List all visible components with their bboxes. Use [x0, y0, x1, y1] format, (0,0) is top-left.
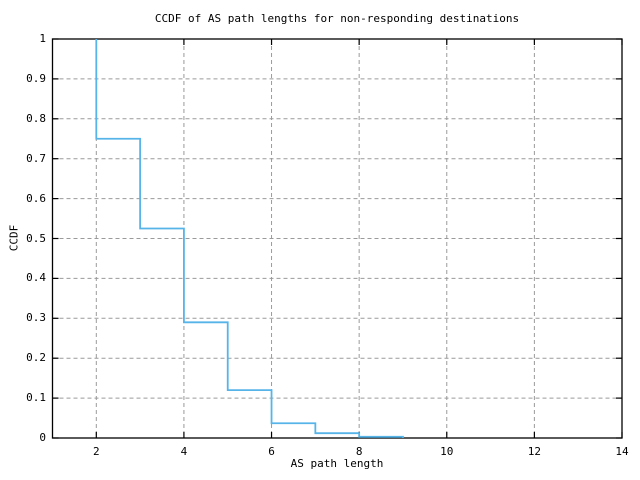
y-tick-label: 0.7 — [26, 151, 46, 165]
y-tick-label: 0.2 — [26, 351, 46, 365]
x-tick-label: 4 — [180, 445, 188, 458]
x-tick-label: 8 — [355, 445, 363, 458]
y-tick-label: 0.8 — [26, 111, 46, 125]
x-tick-label: 12 — [527, 445, 541, 458]
chart-title: CCDF of AS path lengths for non-respondi… — [154, 12, 520, 25]
y-tick-label: 0.1 — [26, 391, 46, 405]
x-tick-label: 10 — [440, 445, 454, 458]
x-tick-label: 6 — [268, 445, 275, 458]
y-tick-label: 0.6 — [26, 191, 46, 205]
y-tick-label: 0.9 — [26, 71, 46, 85]
y-tick-label: 0 — [39, 431, 46, 444]
x-tick-label: 2 — [92, 445, 100, 458]
y-tick-label: 0.4 — [26, 271, 46, 285]
x-axis-label: AS path length — [290, 457, 384, 470]
x-tick-label: 14 — [615, 445, 629, 458]
ccdf-step-line — [95, 39, 404, 438]
y-tick-label: 0.3 — [26, 311, 46, 325]
y-tick-label: 0.5 — [26, 231, 46, 245]
y-tick-label: 1 — [39, 32, 46, 45]
